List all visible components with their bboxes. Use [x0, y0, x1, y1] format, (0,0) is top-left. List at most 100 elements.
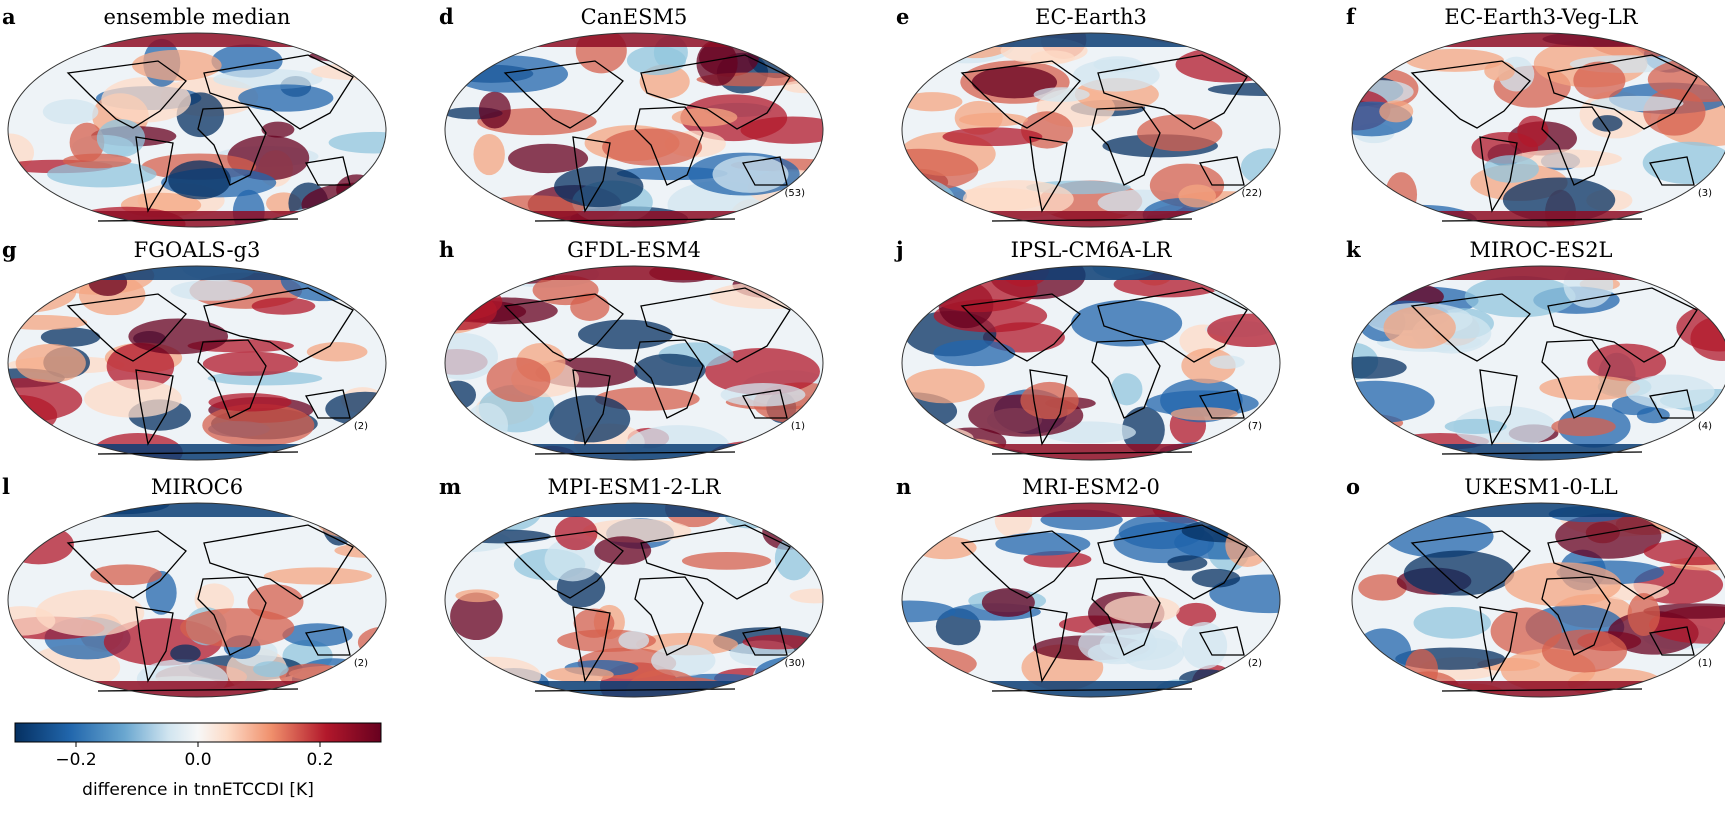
map — [444, 502, 824, 698]
map-field — [445, 503, 823, 697]
map-blob — [508, 143, 589, 174]
map-blob — [8, 524, 74, 565]
map-blob — [696, 39, 738, 87]
map-panel: n MRI-ESM2-0 (2) — [896, 474, 1281, 698]
polar-band — [1352, 266, 1725, 280]
colorbar: −0.2 0.0 0.2 difference in tnnETCCDI [K] — [14, 722, 382, 800]
member-count: (1) — [791, 421, 805, 432]
map-blob — [301, 503, 386, 528]
polar-band — [445, 444, 823, 460]
map-blob — [1071, 299, 1183, 347]
map-field — [1352, 33, 1725, 227]
map-blob — [981, 588, 1035, 617]
map-blob — [747, 33, 806, 79]
map-blob — [1020, 381, 1079, 420]
map-outline — [1351, 502, 1725, 698]
map-blob — [933, 339, 1016, 367]
panel-letter: l — [2, 474, 10, 499]
panel-letter: m — [439, 474, 461, 499]
panel-title: GFDL-ESM4 — [567, 238, 701, 262]
map-blob — [357, 626, 386, 658]
panel-letter: g — [2, 237, 17, 262]
map-blob — [702, 266, 799, 280]
member-count: (2) — [1248, 658, 1262, 669]
map-blob — [1444, 418, 1507, 435]
map-blob — [478, 503, 543, 532]
polar-band — [8, 33, 386, 47]
map-blob — [15, 343, 86, 383]
map-blob — [554, 166, 644, 208]
map-blob — [8, 428, 64, 451]
map-field — [1352, 503, 1725, 697]
map-blob — [8, 673, 88, 697]
map-blob — [252, 661, 289, 678]
map-blob — [995, 532, 1091, 556]
map-field — [8, 266, 386, 460]
polar-band — [902, 444, 1280, 460]
map — [7, 32, 387, 228]
map-field — [902, 33, 1280, 227]
map-blob — [90, 564, 162, 586]
member-count: (2) — [354, 658, 368, 669]
polar-band — [445, 211, 823, 227]
map-blob — [454, 529, 551, 544]
map-blob — [1121, 406, 1165, 454]
map-blob — [1358, 574, 1407, 601]
map-blob — [904, 368, 985, 404]
map-panel: l MIROC6 (2) — [2, 474, 387, 698]
map-blob — [202, 351, 299, 376]
map-blob — [1682, 503, 1725, 533]
map-blob — [1191, 568, 1241, 588]
map-blob — [1661, 447, 1722, 460]
map-outline — [1351, 265, 1725, 461]
map-blob — [450, 592, 503, 641]
map-blob — [445, 332, 498, 380]
map-field — [902, 266, 1280, 460]
map-blob — [902, 92, 963, 112]
map-blob — [549, 395, 631, 443]
map — [444, 265, 824, 461]
panel-letter: j — [894, 237, 904, 262]
map — [1351, 32, 1725, 228]
member-count: (30) — [784, 658, 805, 669]
map-blob — [251, 297, 316, 315]
panel-title: MPI-ESM1-2-LR — [548, 475, 722, 499]
panel-title: FGOALS-g3 — [134, 238, 261, 262]
map-blob — [316, 503, 376, 538]
map-blob — [69, 122, 105, 163]
map-blob — [445, 656, 541, 695]
map-blob — [1551, 417, 1616, 437]
map-blob — [1175, 46, 1280, 83]
panel-title: MIROC6 — [151, 475, 243, 499]
colorbar-tick-label: 0.2 — [306, 750, 333, 770]
map-blob — [1504, 562, 1622, 607]
polar-band — [1352, 444, 1725, 460]
map-outline — [444, 265, 824, 461]
map-blob — [1643, 603, 1725, 619]
polar-band — [8, 681, 386, 697]
polar-band — [902, 211, 1280, 227]
panel-letter: n — [896, 474, 911, 499]
map-outline — [901, 32, 1281, 228]
map-blob — [302, 266, 386, 281]
map-panel: a ensemble median — [2, 4, 387, 228]
polar-band — [1352, 681, 1725, 697]
map-blob — [709, 282, 823, 309]
polar-band — [445, 503, 823, 517]
map-outline — [7, 265, 387, 461]
polar-band — [8, 266, 386, 280]
map-blob — [1078, 623, 1158, 665]
map-blob — [1178, 184, 1216, 208]
member-count: (1) — [1698, 658, 1712, 669]
map-blob — [456, 47, 495, 61]
map-field — [8, 503, 386, 697]
map-blob — [902, 176, 955, 224]
polar-band — [445, 33, 823, 47]
map-blob — [1354, 628, 1412, 677]
map-blob — [671, 107, 738, 127]
member-count: (53) — [784, 188, 805, 199]
map-blob — [1208, 669, 1278, 697]
map-blob — [1104, 595, 1180, 624]
map-outline — [7, 32, 387, 228]
map-blob — [618, 630, 650, 650]
